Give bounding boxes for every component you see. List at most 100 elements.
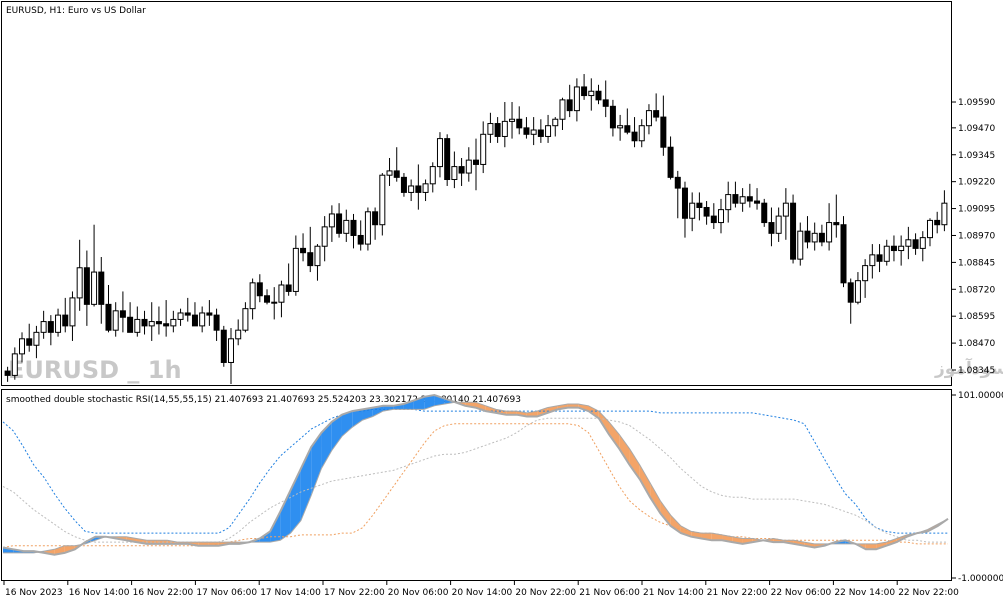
- fill-segment: [434, 395, 445, 406]
- candle: [559, 97, 566, 130]
- candle: [732, 181, 739, 208]
- candle: [718, 198, 725, 234]
- candle-body: [379, 174, 386, 226]
- candle-body: [206, 312, 213, 316]
- indicator-title: smoothed double stochastic RSI(14,55,55,…: [6, 395, 521, 405]
- candle-body: [840, 224, 847, 284]
- candle-body: [415, 185, 422, 193]
- fill-segment: [660, 500, 671, 526]
- candle-body: [768, 222, 775, 234]
- candle: [660, 95, 667, 156]
- candle: [19, 332, 26, 363]
- candle: [833, 194, 840, 238]
- candle-body: [400, 176, 407, 193]
- candle-body: [155, 321, 162, 325]
- candle-body: [480, 133, 487, 165]
- fill-segment: [341, 411, 353, 437]
- candle: [127, 302, 134, 333]
- candle-body: [631, 131, 638, 142]
- candle: [458, 157, 465, 186]
- candle-body: [674, 176, 681, 189]
- fill-segment: [650, 482, 661, 514]
- candle: [83, 250, 90, 326]
- time-tick-label: 20 Nov 22:00: [515, 588, 576, 598]
- candle: [220, 325, 227, 367]
- candle: [876, 244, 883, 273]
- time-tick-label: 20 Nov 14:00: [452, 588, 513, 598]
- candle: [645, 104, 652, 135]
- main-line: [2, 393, 949, 556]
- candle-body: [653, 110, 660, 118]
- candle: [112, 302, 119, 337]
- candle: [487, 112, 494, 143]
- candle: [905, 226, 912, 260]
- candle-body: [357, 234, 364, 245]
- candle-body: [465, 159, 472, 174]
- candle-body: [545, 125, 552, 137]
- candle-body: [300, 247, 307, 254]
- candle: [213, 308, 220, 341]
- fill-segment: [609, 421, 620, 449]
- candle: [595, 84, 602, 105]
- candle-body: [105, 303, 112, 331]
- candle: [617, 114, 624, 141]
- candle-body: [278, 284, 285, 303]
- candle: [602, 80, 609, 118]
- candle: [372, 207, 379, 240]
- time-tick-label: 22 Nov 14:00: [834, 588, 895, 598]
- candle: [249, 278, 256, 320]
- price-pane[interactable]: [1, 1, 952, 386]
- candle-body: [530, 129, 537, 135]
- candle-body: [912, 239, 919, 249]
- fill-segment: [680, 525, 692, 537]
- candle-body: [227, 338, 234, 363]
- fill-segment: [311, 432, 322, 496]
- candle-body: [487, 123, 494, 135]
- candle: [782, 188, 789, 240]
- candle: [667, 136, 674, 180]
- candle-body: [898, 245, 905, 252]
- candle-body: [609, 105, 616, 129]
- candle-body: [199, 312, 206, 327]
- candle: [869, 244, 876, 279]
- fill-segment: [865, 543, 877, 550]
- candle: [227, 328, 234, 384]
- candle: [105, 284, 112, 333]
- candle-body: [307, 252, 314, 267]
- candle-body: [40, 321, 47, 333]
- candle: [696, 192, 703, 221]
- time-tick-label: 17 Nov 14:00: [260, 588, 321, 598]
- candle-body: [537, 129, 544, 137]
- candle: [69, 291, 76, 341]
- candle-body: [919, 237, 926, 249]
- time-tick-label: 16 Nov 2023: [5, 588, 63, 598]
- candle-body: [797, 230, 804, 260]
- candle: [33, 325, 40, 359]
- candle-body: [926, 219, 933, 239]
- candle: [76, 239, 83, 311]
- candle-body: [458, 166, 465, 174]
- signal-line: [3, 401, 949, 554]
- candle: [4, 366, 11, 382]
- time-tick-label: 17 Nov 22:00: [324, 588, 385, 598]
- candle: [818, 224, 825, 247]
- candle-body: [235, 329, 242, 340]
- candle-body: [372, 211, 379, 226]
- candle: [854, 272, 861, 305]
- indicator-pane[interactable]: [1, 389, 952, 581]
- candle-body: [163, 323, 170, 327]
- candle-body: [782, 202, 789, 217]
- candle-body: [184, 312, 191, 316]
- candle-body: [256, 282, 263, 297]
- candle-body: [177, 312, 184, 320]
- candle-body: [559, 99, 566, 120]
- candle-body: [11, 353, 18, 376]
- candle: [811, 222, 818, 251]
- price-tick-label: 1.09345: [958, 151, 995, 161]
- candle-body: [689, 202, 696, 219]
- candle-body: [83, 267, 90, 305]
- candle-body: [364, 211, 371, 245]
- candle-body: [314, 245, 321, 267]
- candle-body: [573, 86, 580, 112]
- candle: [898, 235, 905, 266]
